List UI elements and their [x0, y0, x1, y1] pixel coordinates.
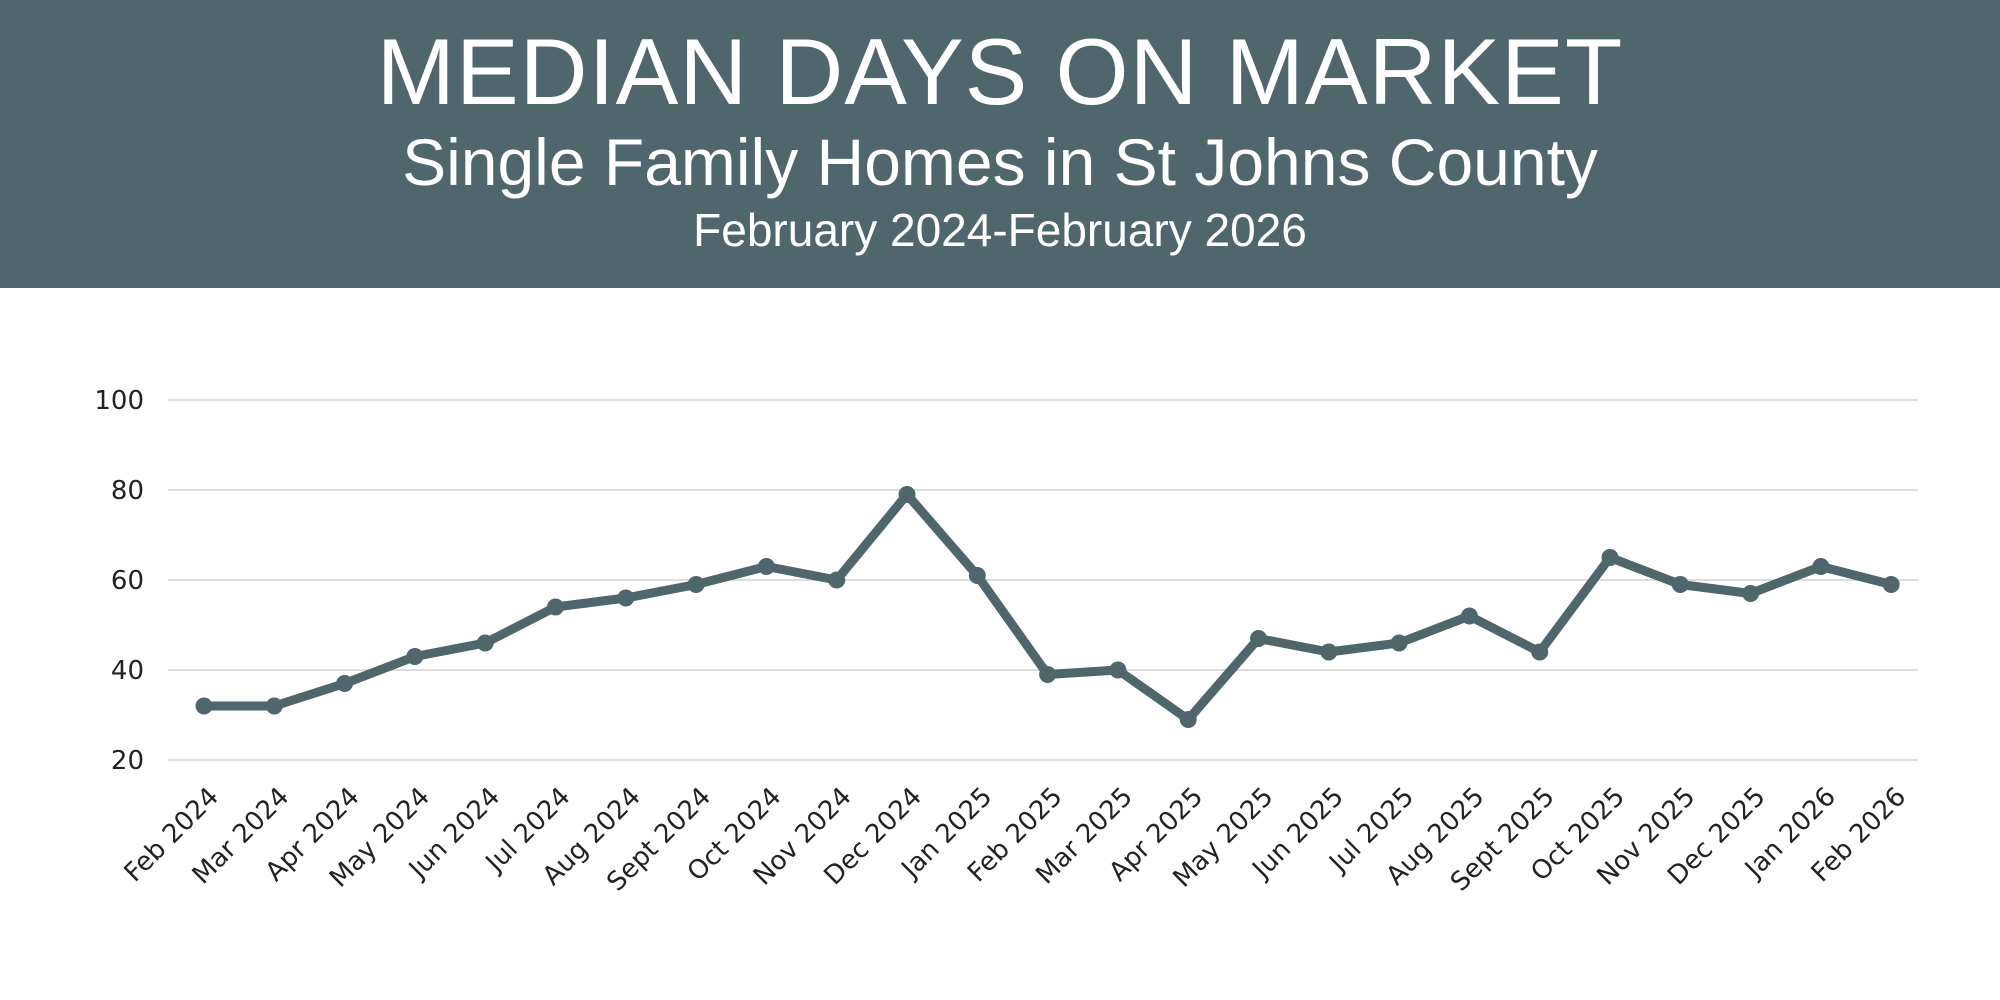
- data-point: [1742, 585, 1760, 602]
- data-point: [195, 697, 213, 715]
- data-point: [1671, 576, 1689, 593]
- data-point: [547, 598, 564, 616]
- data-point: [968, 567, 986, 584]
- y-tick-label: 80: [111, 476, 144, 506]
- data-point: [1179, 711, 1197, 728]
- y-tick-label: 100: [94, 386, 144, 416]
- data-point: [476, 634, 494, 652]
- data-point: [406, 648, 424, 665]
- gridlines: [168, 399, 1918, 761]
- data-point: [1601, 549, 1619, 566]
- data-point: [898, 486, 916, 503]
- y-tick-label: 40: [111, 656, 144, 686]
- chart-title: MEDIAN DAYS ON MARKET: [376, 19, 1624, 124]
- series-line: [199, 490, 1896, 724]
- data-point: [617, 589, 635, 607]
- data-point: [1250, 630, 1267, 647]
- data-point: [1531, 643, 1549, 661]
- data-point: [1320, 643, 1338, 661]
- data-point: [1882, 576, 1900, 593]
- data-point: [265, 697, 283, 715]
- y-tick-label: 60: [111, 566, 144, 596]
- date-range: February 2024-February 2026: [693, 204, 1307, 256]
- series-points: [195, 486, 1900, 728]
- data-point: [1390, 634, 1408, 652]
- data-point: [757, 558, 775, 575]
- data-point: [1460, 607, 1478, 625]
- series-line-group: [199, 490, 1896, 724]
- data-point: [1039, 666, 1057, 683]
- data-point: [687, 576, 705, 593]
- data-point: [336, 675, 354, 692]
- y-axis-ticks: 20 40 60 80 100: [94, 386, 144, 776]
- y-tick-label: 20: [111, 746, 144, 776]
- header-banner: MEDIAN DAYS ON MARKET Single Family Home…: [0, 0, 2000, 288]
- chart-subtitle: Single Family Homes in St Johns County: [402, 125, 1598, 199]
- data-point: [1109, 661, 1127, 679]
- data-point: [1812, 558, 1830, 575]
- data-point: [828, 571, 846, 589]
